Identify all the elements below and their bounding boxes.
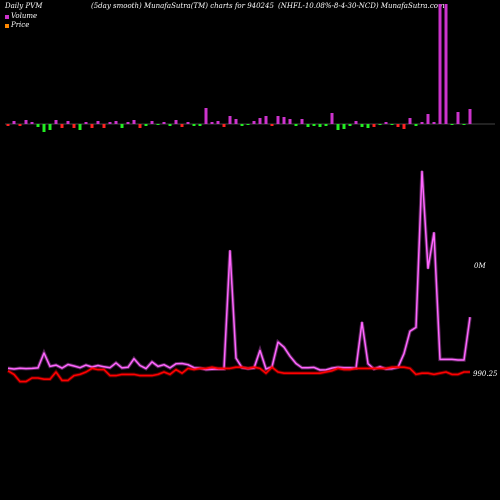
- volume-bar: [306, 124, 310, 127]
- volume-bar: [354, 121, 358, 124]
- volume-bar: [42, 124, 46, 132]
- volume-bar: [78, 124, 82, 130]
- volume-bar: [54, 120, 58, 124]
- volume-bar: [432, 122, 436, 124]
- volume-bar: [330, 113, 334, 124]
- volume-bar: [174, 120, 178, 124]
- volume-bar: [168, 124, 172, 126]
- volume-bar: [258, 118, 262, 124]
- volume-bar: [378, 124, 382, 125]
- volume-bar: [138, 124, 142, 128]
- volume-bar: [144, 124, 148, 126]
- volume-bar: [24, 120, 28, 124]
- volume-bar: [450, 124, 454, 125]
- volume-bar: [102, 124, 106, 128]
- volume-bar: [438, 4, 442, 124]
- volume-bar: [162, 122, 166, 124]
- volume-bar: [288, 119, 292, 124]
- volume-bar: [342, 124, 346, 129]
- volume-bar: [66, 121, 70, 124]
- legend-volume: Volume: [5, 12, 37, 21]
- volume-bar: [336, 124, 340, 130]
- volume-bar: [150, 121, 154, 124]
- legend-volume-label: Volume: [11, 12, 38, 20]
- volume-bar: [72, 124, 76, 128]
- volume-bar: [12, 121, 16, 124]
- volume-bar: [312, 124, 316, 126]
- volume-bar: [390, 124, 394, 125]
- volume-bar: [48, 124, 52, 130]
- volume-bar: [372, 124, 376, 127]
- volume-bar: [462, 124, 466, 125]
- legend-price-swatch: [5, 23, 9, 28]
- volume-bar: [240, 124, 244, 126]
- header-subtitle: (5day smooth) MunafaSutra(TM) charts for…: [91, 2, 274, 10]
- legend-volume-swatch: [5, 14, 9, 19]
- volume-bar: [468, 109, 472, 124]
- volume-bar: [414, 124, 418, 126]
- volume-line-glow: [7, 171, 472, 372]
- volume-bar: [444, 4, 448, 124]
- volume-bar: [300, 119, 304, 124]
- volume-bar: [252, 121, 256, 124]
- price-axis-label: 990.25: [473, 370, 498, 378]
- price-line: [7, 366, 470, 383]
- legend: Volume Price: [5, 12, 37, 30]
- volume-bar: [18, 124, 22, 126]
- volume-bar: [84, 122, 88, 124]
- volume-bar: [384, 122, 388, 124]
- volume-bar: [60, 124, 64, 128]
- volume-bar: [366, 124, 370, 128]
- volume-bar: [120, 124, 124, 128]
- volume-bar: [186, 122, 190, 124]
- volume-bar: [282, 117, 286, 124]
- volume-bar: [426, 114, 430, 124]
- volume-bar: [408, 118, 412, 124]
- volume-bar: [210, 122, 214, 124]
- volume-bar: [456, 112, 460, 124]
- volume-bar: [228, 116, 232, 124]
- volume-bar: [204, 108, 208, 124]
- volume-bar: [348, 124, 352, 126]
- volume-bar: [294, 124, 298, 126]
- volume-axis-label: 0M: [474, 262, 486, 270]
- volume-bar: [246, 124, 250, 125]
- volume-bar: [132, 120, 136, 124]
- volume-bar: [114, 121, 118, 124]
- volume-bar: [96, 121, 100, 124]
- volume-bar: [234, 119, 238, 124]
- header-title: Daily PVM: [5, 2, 43, 10]
- volume-line: [7, 170, 471, 371]
- volume-bar: [264, 116, 268, 124]
- volume-bar: [270, 124, 274, 126]
- volume-bar: [6, 124, 10, 126]
- volume-bar: [402, 124, 406, 129]
- volume-bar: [222, 124, 226, 127]
- header-symbol: (NHFL-10.08%-8-4-30-NCD) MunafaSutra.com: [278, 2, 445, 10]
- volume-bar: [420, 122, 424, 124]
- volume-bars: [6, 4, 472, 132]
- volume-bar: [396, 124, 400, 127]
- volume-bar: [180, 124, 184, 127]
- legend-price-label: Price: [11, 21, 30, 29]
- volume-bar: [360, 124, 364, 127]
- volume-bar: [30, 122, 34, 124]
- volume-bar: [198, 124, 202, 126]
- volume-bar: [90, 124, 94, 128]
- volume-bar: [318, 124, 322, 127]
- volume-bar: [324, 124, 328, 126]
- volume-bar: [192, 124, 196, 126]
- volume-bar: [216, 121, 220, 124]
- series-lines: [7, 170, 472, 384]
- volume-bar: [276, 116, 280, 124]
- volume-bar: [126, 122, 130, 124]
- volume-bar: [108, 122, 112, 124]
- legend-price: Price: [5, 21, 37, 30]
- volume-bar: [36, 124, 40, 127]
- volume-bar: [156, 124, 160, 125]
